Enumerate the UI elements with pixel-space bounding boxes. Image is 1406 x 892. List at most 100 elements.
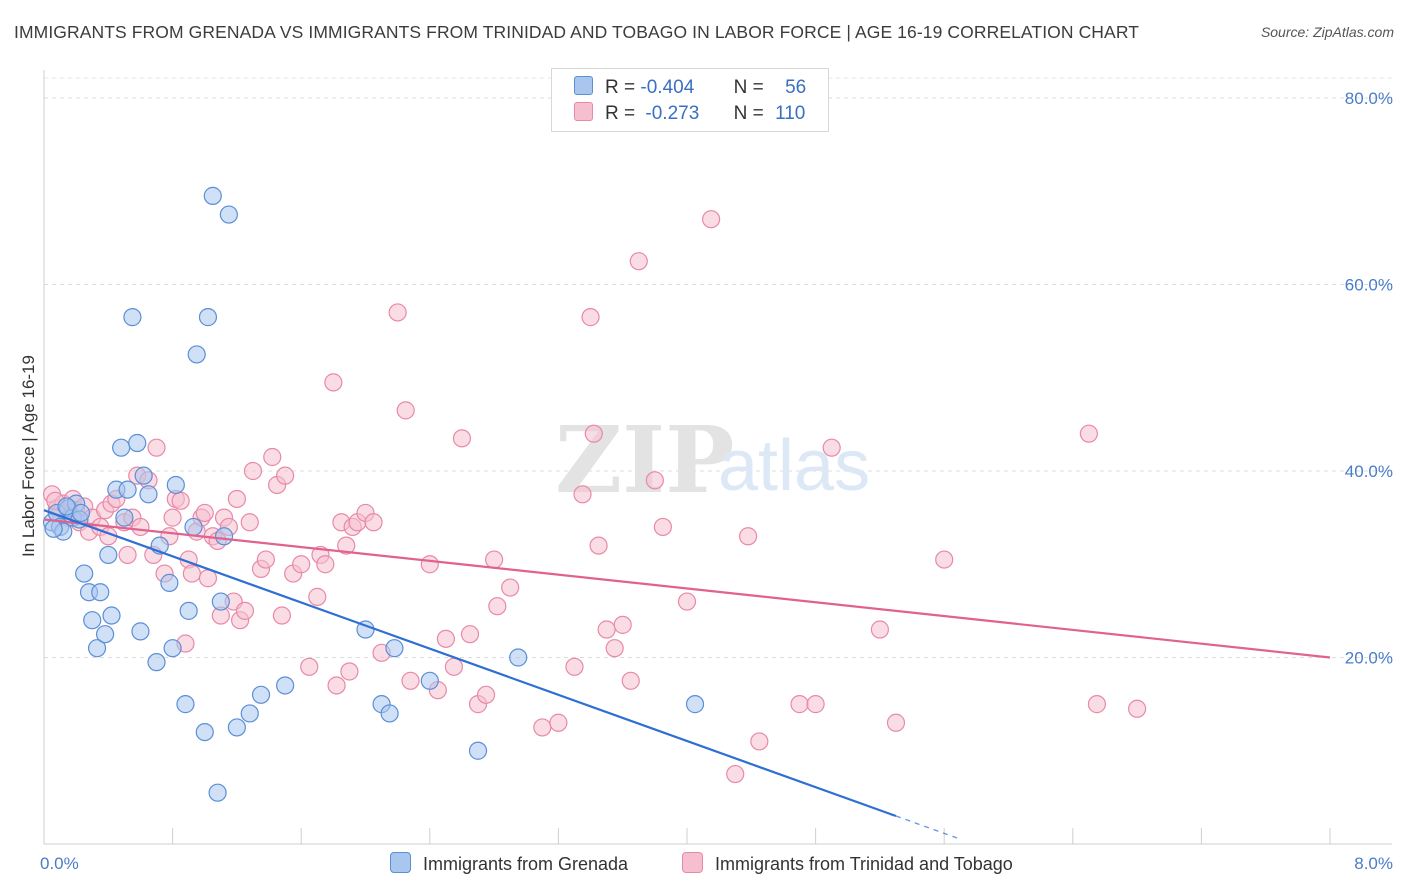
legend-r-value-trinidad: -0.273 xyxy=(645,103,700,124)
bottom-legend-grenada: Immigrants from Grenada xyxy=(390,852,628,875)
grenada-point xyxy=(195,722,214,742)
trinidad-point xyxy=(118,545,137,565)
bottom-legend-swatch-grenada xyxy=(390,852,411,873)
y-axis-label: In Labor Force | Age 16-19 xyxy=(19,355,38,557)
legend-n-label: N = xyxy=(733,77,764,98)
trinidad-point xyxy=(549,713,568,732)
trinidad-point xyxy=(597,620,616,639)
legend-swatch-trinidad xyxy=(574,102,593,121)
trinidad-point xyxy=(584,424,603,443)
trinidad-point xyxy=(1127,699,1147,718)
legend-r-label: R = xyxy=(605,103,636,124)
trinidad-point xyxy=(388,303,407,322)
trinidad-point xyxy=(327,676,346,695)
grenada-point xyxy=(240,704,259,723)
watermark: ZIP atlas xyxy=(555,406,870,514)
trinidad-point xyxy=(613,615,632,634)
bottom-legend-label-trinidad: Immigrants from Trinidad and Tobago xyxy=(715,854,1013,874)
grenada-point xyxy=(509,648,528,667)
trinidad-point xyxy=(316,555,335,574)
bottom-legend-label-grenada: Immigrants from Grenada xyxy=(423,854,629,874)
trinidad-point xyxy=(476,685,496,704)
trinidad-point xyxy=(420,555,439,574)
grenada-point xyxy=(91,583,110,602)
chart-title: IMMIGRANTS FROM GRENADA VS IMMIGRANTS FR… xyxy=(14,22,1140,42)
grenada-point xyxy=(95,625,115,644)
trinidad-point xyxy=(485,550,504,569)
trinidad-point xyxy=(589,536,608,555)
grenada-point xyxy=(219,205,238,224)
trinidad-point xyxy=(488,597,507,616)
grenada-point xyxy=(160,573,179,592)
trinidad-point xyxy=(401,671,420,690)
grenada-point xyxy=(44,519,63,538)
legend-n-value-trinidad: 110 xyxy=(775,103,806,124)
trinidad-point xyxy=(147,438,166,457)
grenada-point xyxy=(198,308,218,327)
grenada-point xyxy=(214,527,234,546)
trinidad-point xyxy=(171,491,190,510)
trinidad-point xyxy=(750,732,769,751)
grenada-point xyxy=(71,503,91,523)
trinidad-point xyxy=(790,695,809,714)
trinidad-point xyxy=(163,508,182,527)
trinidad-point xyxy=(677,592,697,611)
grenada-point xyxy=(112,438,131,457)
trinidad-point xyxy=(738,527,758,546)
grenada-point xyxy=(276,676,295,695)
tick-labels: 20.0% 40.0% 60.0% 80.0% 0.0% 8.0% xyxy=(40,89,1393,873)
trinidad-point xyxy=(653,517,672,537)
x-tick-label: 0.0% xyxy=(40,854,79,873)
legend-n-value-grenada: 56 xyxy=(785,77,807,98)
grenada-point xyxy=(176,695,195,714)
trinidad-point xyxy=(324,373,343,392)
grenada-point xyxy=(211,592,230,611)
legend-r-value-grenada: -0.404 xyxy=(640,77,695,98)
trinidad-point xyxy=(235,601,255,620)
trinidad-point xyxy=(935,550,954,569)
grenada-point xyxy=(87,639,107,658)
grenada-point xyxy=(380,704,399,723)
grenada-point xyxy=(99,545,118,565)
grenada-point xyxy=(118,480,137,499)
bottom-legend-trinidad: Immigrants from Trinidad and Tobago xyxy=(682,852,1013,875)
legend-row-trinidad: R = -0.273 N = 110 xyxy=(574,102,805,126)
y-tick-label: 20.0% xyxy=(1345,648,1393,667)
grenada-point xyxy=(115,508,134,527)
grenada-point xyxy=(134,466,153,485)
trinidad-point xyxy=(243,461,263,481)
grenada-point xyxy=(147,653,166,672)
trinidad-point xyxy=(460,625,480,644)
trend-line-grenada-extension xyxy=(895,815,961,840)
trinidad-point xyxy=(256,550,275,569)
trinidad-point xyxy=(702,210,721,229)
trinidad-point xyxy=(629,252,648,271)
trend-line-trinidad xyxy=(43,518,1331,659)
legend-row-grenada: R = -0.404 N = 56 xyxy=(574,76,806,100)
trinidad-point xyxy=(605,639,624,658)
y-tick-label: 60.0% xyxy=(1345,275,1393,294)
trinidad-point xyxy=(182,564,201,583)
trinidad-point xyxy=(195,503,214,523)
grenada-point xyxy=(385,639,404,658)
grenada-point xyxy=(139,485,158,504)
x-tick-label: 8.0% xyxy=(1354,854,1393,873)
grenada-point xyxy=(123,308,142,327)
grid-lines xyxy=(44,77,1392,658)
y-tick-label: 80.0% xyxy=(1345,89,1393,108)
trinidad-point xyxy=(131,517,150,537)
grenada-point xyxy=(75,564,94,583)
trinidad-point xyxy=(364,513,383,532)
trinidad-point xyxy=(444,657,464,676)
watermark-atlas: atlas xyxy=(718,426,870,506)
grenada-point xyxy=(179,601,198,620)
trinidad-point xyxy=(621,671,640,690)
trinidad-point xyxy=(1079,424,1098,443)
trinidad-point xyxy=(1087,695,1107,714)
trinidad-point xyxy=(272,606,292,625)
trinidad-point xyxy=(337,536,356,555)
legend-n-label: N = xyxy=(733,103,764,124)
grenada-point xyxy=(166,475,185,495)
trinidad-point xyxy=(565,657,584,676)
